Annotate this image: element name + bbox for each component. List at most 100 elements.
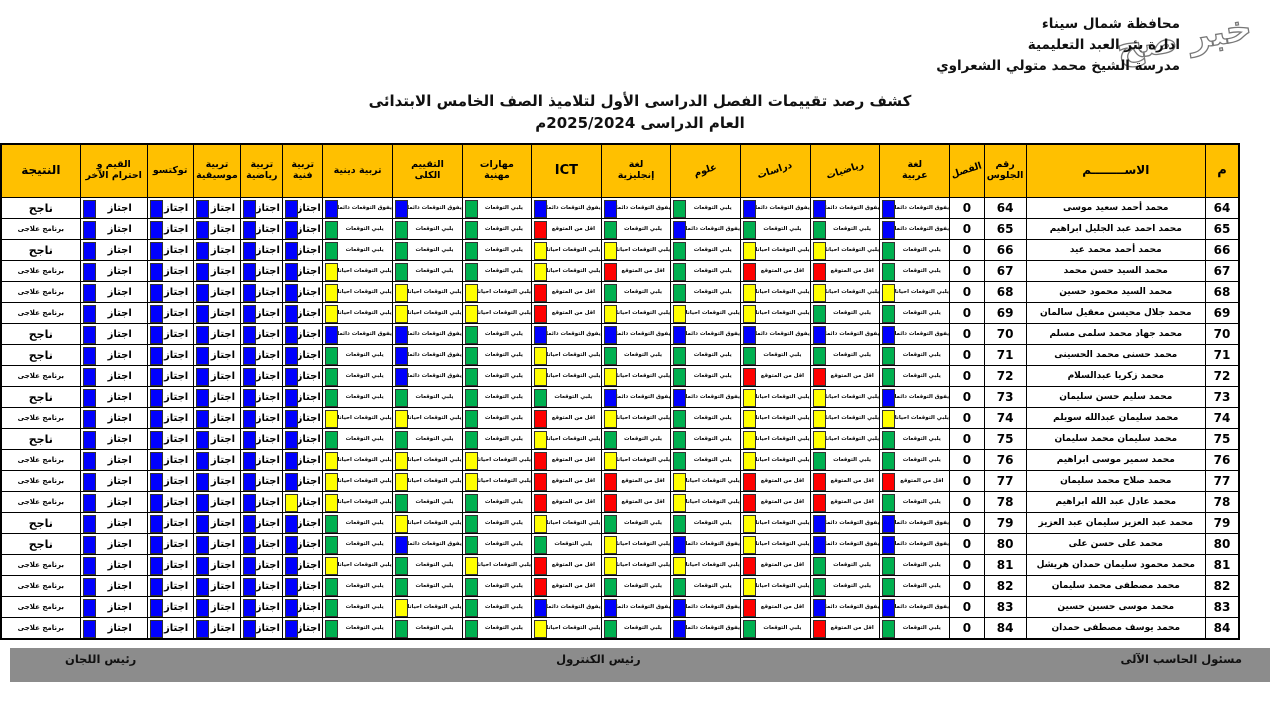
- pass-color-chip: [243, 325, 257, 344]
- pass-label: اجتاز: [164, 307, 189, 319]
- eval-cell-vocational: يلبي التوقعات: [461, 407, 533, 429]
- pass-color-chip: [243, 367, 257, 386]
- eval-cell-science: يفوق التوقعات دائما: [670, 323, 742, 345]
- eval-color-chip: [464, 430, 478, 449]
- eval-color-chip: [464, 535, 478, 554]
- pass-label: اجتاز: [164, 370, 189, 382]
- student-name-cell: محمد موسى حسين حسين: [1025, 596, 1206, 618]
- pass-color-chip: [195, 346, 209, 365]
- pass-color-chip: [82, 619, 96, 638]
- eval-cell-overall: يلبي التوقعات أحيانا: [392, 407, 463, 429]
- eval-label: أقل من المتوقع: [551, 562, 595, 568]
- pass-color-chip: [149, 346, 163, 365]
- eval-cell-ict: أقل من المتوقع: [531, 407, 602, 429]
- pass-color-chip: [195, 577, 209, 596]
- eval-label: يفوق التوقعات دائما: [615, 394, 671, 400]
- eval-label: يفوق التوقعات دائما: [824, 604, 880, 610]
- student-name-cell: محمد على حسن على: [1025, 533, 1206, 555]
- eval-color-chip: [395, 283, 409, 302]
- school-line: مدرسة الشيخ محمد متولي الشعراوي: [936, 57, 1180, 74]
- pass-label: اجتاز: [107, 559, 132, 571]
- eval-color-chip: [464, 598, 478, 617]
- eval-color-chip: [325, 493, 339, 512]
- eval-cell-math: أقل من المتوقع: [809, 470, 881, 492]
- eval-label: يلبي التوقعات أحيانا: [407, 289, 462, 295]
- pass-color-chip: [243, 241, 257, 260]
- eval-cell-studies: يلبي التوقعات أحيانا: [740, 386, 811, 408]
- pass-label: اجتاز: [210, 307, 236, 319]
- pass-cell-values: اجتاز: [79, 491, 148, 513]
- sheet-titles: كشف رصد تقييمات الفصل الدراسى الأول لتلا…: [0, 92, 1280, 132]
- eval-cell-studies: أقل من المتوقع: [740, 596, 811, 618]
- class-cell: 0: [949, 533, 985, 555]
- seat-number-cell: 75: [983, 428, 1027, 450]
- eval-cell-overall: يلبي التوقعات أحيانا: [392, 470, 463, 492]
- pass-color-chip: [195, 199, 209, 218]
- student-name-cell: محمد أحمد سعيد موسى: [1025, 197, 1206, 219]
- pass-label: اجتاز: [107, 244, 132, 256]
- eval-color-chip: [325, 220, 339, 239]
- pass-label: اجتاز: [210, 475, 236, 487]
- eval-label: يفوق التوقعات دائما: [685, 394, 741, 400]
- result-cell: ناجح: [0, 323, 81, 345]
- eval-label: يلبي التوقعات: [484, 352, 523, 358]
- eval-cell-vocational: يلبي التوقعات أحيانا: [461, 281, 533, 303]
- eval-label: يلبي التوقعات: [693, 352, 732, 358]
- pass-label: اجتاز: [255, 496, 280, 508]
- eval-label: يلبي التوقعات أحيانا: [546, 436, 601, 442]
- table-row: 84 محمد يوسف مصطفى حمدان 84 0 يلبي التوقعات أ…: [0, 617, 1240, 640]
- eval-label: يلبي التوقعات: [484, 205, 523, 211]
- result-cell: برنامج علاجى: [0, 218, 81, 240]
- eval-cell-overall: يلبي التوقعات أحيانا: [392, 449, 463, 471]
- directorate-line: ادارة بئر العبد التعليمية: [1027, 36, 1180, 53]
- pass-color-chip: [285, 493, 299, 512]
- eval-cell-religion: يلبي التوقعات: [322, 365, 394, 387]
- class-cell: 0: [949, 302, 985, 324]
- pass-color-chip: [195, 619, 209, 638]
- pass-label: اجتاز: [296, 370, 321, 382]
- result-cell: ناجح: [0, 386, 81, 408]
- eval-cell-english: يلبي التوقعات: [600, 512, 672, 534]
- eval-label: يلبي التوقعات: [833, 583, 872, 589]
- eval-label: يلبي التوقعات: [484, 226, 523, 232]
- eval-cell-ict: يلبي التوقعات أحيانا: [531, 428, 602, 450]
- pass-cell-taekwondo: اجتاز: [146, 365, 194, 387]
- pass-cell-taekwondo: اجتاز: [146, 470, 194, 492]
- eval-cell-science: يلبي التوقعات: [670, 449, 742, 471]
- eval-color-chip: [534, 325, 548, 344]
- eval-cell-science: يلبي التوقعات أحيانا: [670, 554, 742, 576]
- eval-label: يلبي التوقعات: [484, 415, 523, 421]
- pass-label: اجتاز: [210, 244, 236, 256]
- eval-color-chip: [812, 619, 826, 638]
- pass-label: اجتاز: [210, 496, 236, 508]
- seat-number-cell: 64: [983, 197, 1027, 219]
- eval-cell-english: يلبي التوقعات أحيانا: [600, 239, 672, 261]
- pass-color-chip: [285, 598, 299, 617]
- pass-cell-pe: اجتاز: [240, 596, 284, 618]
- eval-label: يلبي التوقعات: [693, 268, 732, 274]
- result-cell: ناجح: [0, 512, 81, 534]
- seat-number-cell: 80: [983, 533, 1027, 555]
- eval-label: أقل من المتوقع: [551, 478, 595, 484]
- eval-color-chip: [464, 493, 478, 512]
- pass-color-chip: [82, 493, 96, 512]
- result-cell: برنامج علاجى: [0, 575, 81, 597]
- eval-color-chip: [534, 409, 548, 428]
- eval-label: يلبي التوقعات أحيانا: [755, 394, 810, 400]
- eval-color-chip: [673, 283, 687, 302]
- eval-color-chip: [812, 472, 826, 491]
- eval-color-chip: [812, 556, 826, 575]
- pass-label: اجتاز: [210, 202, 236, 214]
- eval-cell-math: يلبي التوقعات: [809, 344, 881, 366]
- class-cell: 0: [949, 323, 985, 345]
- eval-cell-religion: يفوق التوقعات دائما: [322, 323, 394, 345]
- pass-label: اجتاز: [164, 286, 189, 298]
- eval-label: يلبي التوقعات: [624, 436, 663, 442]
- table-row: 75 محمد سليمان محمد سليمان 75 0 يلبي التوقعا…: [0, 428, 1240, 450]
- pass-color-chip: [149, 199, 163, 218]
- pass-label: اجتاز: [296, 622, 321, 634]
- eval-cell-studies: أقل من المتوقع: [740, 491, 811, 513]
- eval-label: أقل من المتوقع: [551, 499, 595, 505]
- eval-cell-studies: يلبي التوقعات أحيانا: [740, 512, 811, 534]
- pass-color-chip: [195, 241, 209, 260]
